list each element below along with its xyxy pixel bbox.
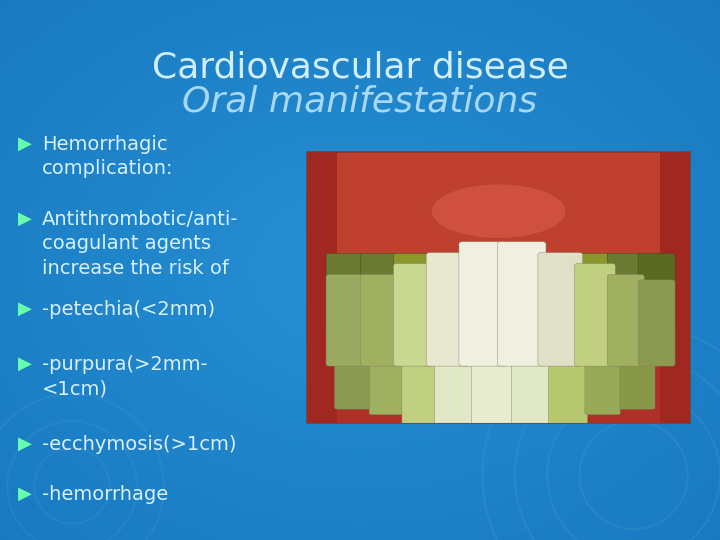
FancyBboxPatch shape (459, 242, 508, 366)
Text: ▶: ▶ (18, 355, 32, 373)
FancyBboxPatch shape (498, 253, 546, 365)
FancyBboxPatch shape (335, 346, 370, 409)
FancyBboxPatch shape (585, 346, 621, 415)
FancyBboxPatch shape (326, 253, 363, 333)
FancyBboxPatch shape (361, 253, 397, 333)
FancyBboxPatch shape (435, 346, 478, 436)
FancyBboxPatch shape (426, 253, 471, 354)
FancyBboxPatch shape (538, 253, 582, 354)
Text: Cardiovascular disease: Cardiovascular disease (152, 50, 568, 84)
FancyBboxPatch shape (402, 346, 441, 426)
FancyBboxPatch shape (607, 274, 644, 366)
FancyBboxPatch shape (638, 280, 675, 366)
FancyBboxPatch shape (538, 253, 582, 366)
Text: ▶: ▶ (18, 435, 32, 453)
Bar (306, 151, 337, 424)
FancyBboxPatch shape (512, 346, 555, 436)
Text: Antithrombotic/anti-
coagulant agents
increase the risk of: Antithrombotic/anti- coagulant agents in… (42, 210, 238, 278)
FancyBboxPatch shape (607, 253, 644, 333)
Text: -hemorrhage: -hemorrhage (42, 485, 168, 504)
Bar (660, 151, 691, 424)
FancyBboxPatch shape (575, 253, 616, 343)
Text: ▶: ▶ (18, 300, 32, 318)
Text: Oral manifestations: Oral manifestations (182, 85, 538, 119)
FancyBboxPatch shape (369, 346, 405, 415)
FancyBboxPatch shape (638, 253, 675, 327)
Bar (306, 364, 691, 424)
FancyBboxPatch shape (326, 274, 363, 366)
Text: ▶: ▶ (18, 210, 32, 228)
FancyBboxPatch shape (393, 264, 434, 366)
FancyBboxPatch shape (459, 253, 508, 365)
FancyBboxPatch shape (549, 346, 588, 426)
Text: ▶: ▶ (18, 485, 32, 503)
FancyBboxPatch shape (575, 264, 616, 366)
FancyBboxPatch shape (426, 253, 471, 366)
Text: Hemorrhagic
complication:: Hemorrhagic complication: (42, 135, 174, 178)
FancyBboxPatch shape (393, 253, 434, 343)
FancyBboxPatch shape (498, 242, 546, 366)
Text: -petechia(<2mm): -petechia(<2mm) (42, 300, 215, 319)
FancyBboxPatch shape (306, 151, 691, 255)
FancyBboxPatch shape (619, 346, 655, 409)
Text: -ecchymosis(>1cm): -ecchymosis(>1cm) (42, 435, 236, 454)
FancyBboxPatch shape (472, 346, 518, 442)
FancyBboxPatch shape (361, 274, 397, 366)
Ellipse shape (431, 184, 566, 239)
Text: -purpura(>2mm-
<1cm): -purpura(>2mm- <1cm) (42, 355, 207, 399)
Text: ▶: ▶ (18, 135, 32, 153)
